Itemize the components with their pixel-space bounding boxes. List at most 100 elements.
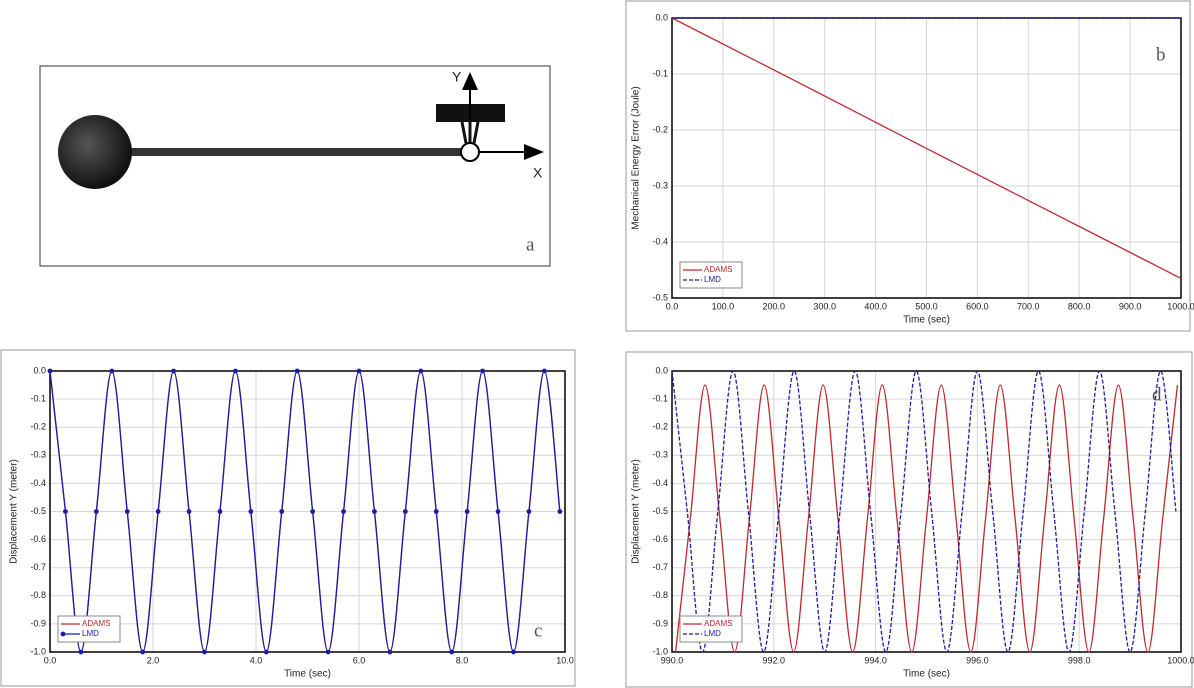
panel-label: d bbox=[1152, 384, 1162, 405]
point bbox=[310, 509, 316, 514]
point bbox=[248, 509, 254, 514]
y-tick-label: -0.3 bbox=[652, 180, 668, 190]
point bbox=[124, 509, 130, 514]
panel-label: a bbox=[526, 234, 535, 255]
chart: 0.0 -0.1 -0.2 -0.3 -0.4 -0.5 -0.6 -0.7 -0.8 -0.9 -… bbox=[625, 351, 1194, 688]
x-tick-label: 800.0 bbox=[1068, 301, 1091, 311]
x-tick-label: 4.0 bbox=[250, 655, 263, 665]
x-tick-label: 300.0 bbox=[813, 301, 836, 311]
point bbox=[140, 649, 146, 655]
legend-label: ADAMS bbox=[82, 619, 110, 628]
point bbox=[325, 649, 331, 655]
series-line bbox=[674, 384, 1179, 653]
legend-label: LMD bbox=[704, 629, 721, 638]
pin bbox=[460, 142, 480, 162]
y-tick-label: -0.9 bbox=[30, 618, 46, 628]
x-tick-label: 996.0 bbox=[966, 655, 989, 665]
panel-label: b bbox=[1156, 44, 1166, 65]
plot-border bbox=[49, 370, 566, 653]
y-tick-label: -0.2 bbox=[652, 124, 668, 134]
point bbox=[294, 368, 300, 374]
point bbox=[202, 649, 207, 655]
y-tick-label: -0.8 bbox=[30, 590, 46, 600]
y-tick-label: 0.0 bbox=[655, 12, 668, 22]
y-tick-label: -0.2 bbox=[652, 422, 668, 432]
legend-label: ADAMS bbox=[704, 265, 732, 274]
y-tick-label: -0.5 bbox=[30, 506, 46, 516]
y-tick-label: -0.1 bbox=[652, 393, 668, 403]
legend-label: LMD bbox=[704, 275, 721, 284]
x-tick-label: 998.0 bbox=[1068, 655, 1091, 665]
x-tick-label: 500.0 bbox=[915, 301, 938, 311]
point bbox=[356, 368, 362, 374]
point bbox=[233, 368, 238, 374]
point bbox=[186, 509, 192, 514]
series-line bbox=[671, 17, 1182, 279]
y-tick-label: -0.5 bbox=[652, 292, 668, 302]
legend bbox=[679, 261, 743, 289]
x-label: X bbox=[533, 165, 543, 181]
x-tick-label: 2.0 bbox=[147, 655, 160, 665]
y-arrow-head bbox=[462, 72, 478, 90]
x-tick-label: 1000.0 bbox=[1167, 301, 1194, 311]
y-tick-label: -0.1 bbox=[30, 393, 46, 403]
x-tick-label: 994.0 bbox=[864, 655, 887, 665]
legend-marker bbox=[60, 631, 66, 637]
x-tick-label: 0.0 bbox=[44, 655, 57, 665]
point bbox=[109, 368, 115, 374]
chart: 0.0-0.1-0.2-0.3-0.4-0.50.0 100.0 200.0 300.… bbox=[625, 0, 1194, 332]
ball bbox=[58, 115, 132, 189]
point bbox=[155, 509, 161, 514]
y-tick-label: -1.0 bbox=[652, 646, 668, 656]
point bbox=[464, 509, 470, 514]
legend bbox=[679, 615, 743, 643]
plot-border bbox=[671, 370, 1182, 653]
x-tick-label: 100.0 bbox=[712, 301, 735, 311]
y-tick-label: -0.3 bbox=[30, 450, 46, 460]
y-tick-label: -0.4 bbox=[652, 478, 668, 488]
point bbox=[480, 368, 485, 374]
x-tick-label: 992.0 bbox=[763, 655, 786, 665]
y-tick-label: -0.4 bbox=[30, 478, 46, 488]
x-axis-label: Time (sec) bbox=[903, 669, 950, 680]
y-axis-label: Displacement Y (meter) bbox=[9, 459, 20, 564]
point bbox=[449, 649, 455, 655]
panel-label: c bbox=[534, 620, 542, 641]
y-tick-label: -0.3 bbox=[652, 450, 668, 460]
x-tick-label: 1000.0 bbox=[1167, 655, 1194, 665]
y-axis-label: Mechanical Energy Error (Joule) bbox=[631, 86, 642, 229]
point bbox=[93, 509, 99, 514]
x-tick-label: 900.0 bbox=[1119, 301, 1142, 311]
x-axis-label: Time (sec) bbox=[903, 315, 950, 326]
point bbox=[557, 509, 563, 514]
y-axis-label: Displacement Y (meter) bbox=[631, 459, 642, 564]
x-tick-label: 8.0 bbox=[456, 655, 469, 665]
y-tick-label: -1.0 bbox=[30, 646, 46, 656]
rod bbox=[128, 148, 470, 156]
point bbox=[526, 509, 532, 514]
x-tick-label: 400.0 bbox=[864, 301, 887, 311]
y-tick-label: -0.1 bbox=[652, 68, 668, 78]
point bbox=[495, 509, 501, 514]
y-tick-label: -0.6 bbox=[652, 534, 668, 544]
y-tick-label: 0.0 bbox=[33, 365, 46, 375]
x-tick-label: 0.0 bbox=[666, 301, 679, 311]
x-tick-label: 200.0 bbox=[763, 301, 786, 311]
point bbox=[542, 368, 547, 374]
point bbox=[217, 509, 223, 514]
point bbox=[372, 509, 377, 514]
legend-label: ADAMS bbox=[704, 619, 732, 628]
point bbox=[341, 509, 346, 514]
point bbox=[402, 509, 408, 514]
y-tick-label: -0.4 bbox=[652, 236, 668, 246]
y-tick-label: -0.9 bbox=[652, 618, 668, 628]
x-tick-label: 10.0 bbox=[556, 655, 574, 665]
point bbox=[433, 509, 439, 514]
point bbox=[263, 649, 269, 655]
legend-label: LMD bbox=[82, 629, 99, 638]
y-tick-label: -0.8 bbox=[652, 590, 668, 600]
point bbox=[171, 368, 177, 374]
x-axis-label: Time (sec) bbox=[284, 669, 331, 680]
chart: 0.0 -0.1 -0.2 -0.3 -0.4 -0.5 -0.6 -0.7 -0.8 -0.9 -… bbox=[0, 349, 576, 687]
